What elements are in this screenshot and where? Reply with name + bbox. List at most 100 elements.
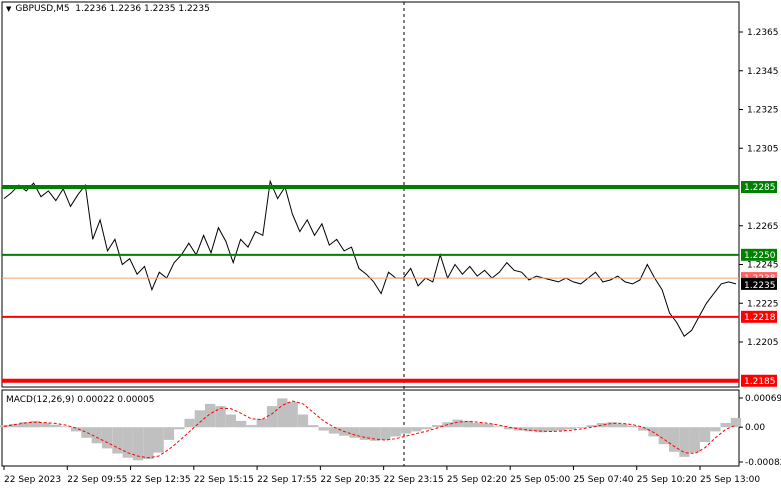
time-tick-label: 25 Sep 02:20 <box>447 475 507 485</box>
macd-histogram-bar <box>349 427 360 438</box>
level-badge <box>741 374 777 387</box>
macd-histogram-bar <box>91 427 102 444</box>
macd-title: MACD(12,26,9) 0.00022 0.00005 <box>6 395 155 405</box>
macd-histogram-bar <box>431 425 443 428</box>
macd-histogram-bar <box>50 424 61 428</box>
macd-histogram-bar <box>153 427 164 453</box>
dropdown-arrow-icon[interactable]: ▼ <box>6 5 12 13</box>
macd-histogram-bar <box>184 418 195 428</box>
macd-histogram-bar <box>473 423 484 428</box>
macd-histogram-bar <box>101 427 113 449</box>
macd-histogram-bar <box>535 427 546 433</box>
macd-histogram-bar <box>462 420 474 428</box>
time-tick-label: 25 Sep 10:20 <box>637 475 697 485</box>
price-ticks-group: 1.23651.23451.23251.23051.22651.22451.22… <box>739 28 779 348</box>
macd-histogram-bar <box>400 427 412 434</box>
macd-histogram-bar <box>380 427 391 440</box>
macd-histogram-bar <box>545 427 556 432</box>
price-tick-label: 1.2345 <box>747 67 779 77</box>
macd-histogram-bar <box>421 427 432 430</box>
macd-histogram-bar <box>256 418 267 428</box>
macd-histogram-bar <box>236 420 247 428</box>
time-tick-label: 22 Sep 12:35 <box>131 475 191 485</box>
price-tick-label: 1.2225 <box>747 299 779 309</box>
macd-histogram-bar <box>122 427 133 458</box>
macd-histogram-bar <box>607 422 618 428</box>
macd-histogram-bar <box>359 427 370 440</box>
price-tick-label: 1.2265 <box>747 222 779 232</box>
macd-histogram-bar <box>205 403 216 428</box>
macd-histogram-bar <box>71 427 82 432</box>
macd-histogram-bar <box>19 422 30 428</box>
macd-histogram-bar <box>215 406 226 428</box>
macd-histogram-bar <box>194 410 205 428</box>
macd-histogram-bar <box>390 427 401 437</box>
macd-histogram-bar <box>565 427 577 430</box>
symbol-label: GBPUSD,M5 <box>15 4 70 14</box>
macd-histogram-bar <box>576 427 587 428</box>
time-tick-label: 25 Sep 07:40 <box>573 475 633 485</box>
macd-histogram-bar <box>246 425 257 428</box>
macd-histogram-bar <box>555 427 566 431</box>
time-tick-label: 22 Sep 17:55 <box>257 475 317 485</box>
macd-histogram-bar <box>504 427 515 430</box>
time-axis-group: 22 Sep 2023 22 Sep 09:55 22 Sep 12:35 22 Se… <box>3 466 760 485</box>
current-price-label: 1.2235 <box>744 281 776 291</box>
level-label: 1.2185 <box>744 377 776 387</box>
time-tick-label: 22 Sep 15:15 <box>194 475 254 485</box>
macd-histogram-bar <box>163 427 175 440</box>
macd-histogram-bar <box>689 427 700 453</box>
price-tick-label: 1.2245 <box>747 261 779 271</box>
macd-histogram-bar <box>370 427 381 441</box>
current-price-badge <box>741 277 777 290</box>
macd-histogram-bar <box>9 423 20 428</box>
macd-histogram-bar <box>524 427 535 432</box>
level-label: 1.2250 <box>744 251 776 261</box>
time-tick-label: 22 Sep 23:15 <box>384 475 444 485</box>
macd-histogram-bar <box>132 427 144 461</box>
level-label: 1.2218 <box>744 313 776 323</box>
macd-histogram-bar <box>112 427 123 454</box>
macd-histogram-bar <box>617 423 628 428</box>
macd-histogram-bar <box>730 417 742 428</box>
macd-tick-label: 0.00 <box>745 423 765 433</box>
macd-histogram-bar <box>143 427 154 459</box>
macd-histogram-bar <box>60 426 71 428</box>
macd-histogram-bar <box>297 414 309 428</box>
macd-histogram-bar <box>679 427 690 457</box>
macd-histogram-bar <box>452 419 463 428</box>
macd-histogram-bar <box>483 423 494 428</box>
level-badge <box>741 181 777 193</box>
main-pane-frame <box>1 1 740 388</box>
time-tick-label: 25 Sep 13:00 <box>700 475 760 485</box>
time-tick-label: 22 Sep 09:55 <box>67 475 127 485</box>
price-line <box>3 179 737 337</box>
macd-pane-frame <box>1 389 740 467</box>
chart-title: ▼ GBPUSD,M5 1.2236 1.2236 1.2235 1.2235 <box>6 4 210 14</box>
macd-histogram-bar <box>710 427 721 432</box>
macd-histogram-bar <box>225 414 236 428</box>
macd-histogram-bar <box>287 401 298 428</box>
price-line-group <box>3 179 737 337</box>
macd-histogram-bar <box>638 427 649 431</box>
level-badge <box>741 248 777 261</box>
macd-tick-label: 0.00069 <box>745 394 781 404</box>
macd-histogram-bar <box>29 420 41 428</box>
macd-histogram-bar <box>266 406 278 428</box>
macd-histogram-bar <box>627 426 638 428</box>
macd-histogram-bar <box>720 423 731 428</box>
time-tick-label: 25 Sep 05:00 <box>510 475 570 485</box>
macd-histogram-bar <box>328 427 340 434</box>
macd-signal-line <box>3 400 737 459</box>
macd-histogram-bar <box>174 427 185 430</box>
macd-histogram-bar <box>699 427 711 442</box>
price-tick-label: 1.2205 <box>747 338 779 348</box>
macd-histogram-bar <box>277 398 288 428</box>
level-badge <box>741 310 777 323</box>
macd-histogram-bar <box>308 425 319 428</box>
